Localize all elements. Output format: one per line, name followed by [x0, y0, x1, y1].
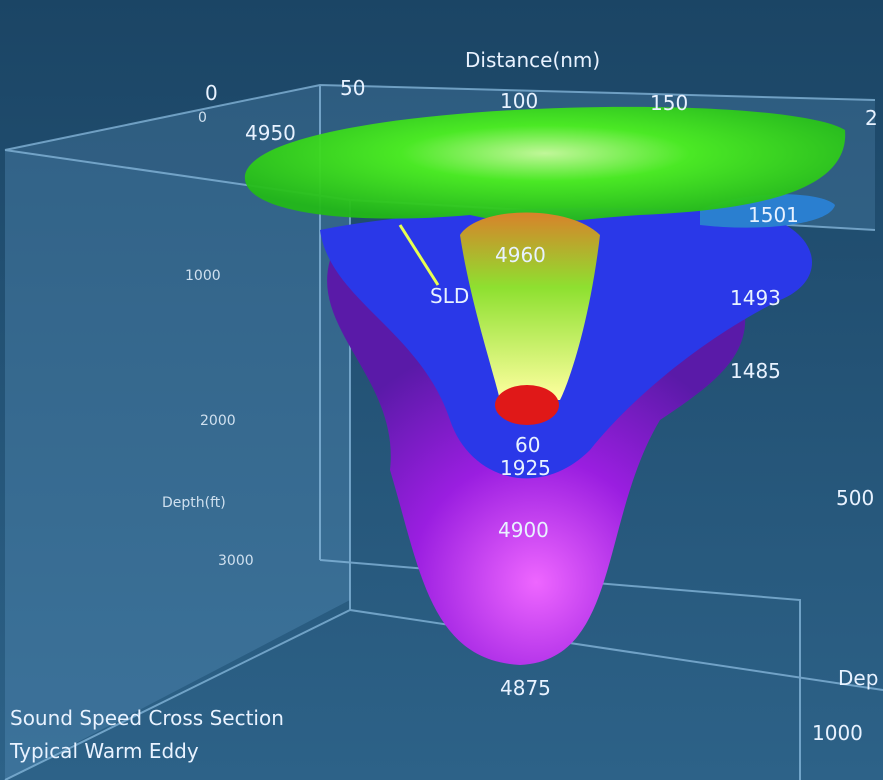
- axis-title: Distance(nm): [465, 48, 600, 72]
- y-tick: 2000: [200, 413, 236, 429]
- contour-label: 1925: [500, 456, 551, 480]
- axis-title: Depth(ft): [162, 495, 226, 511]
- contour-label: SLD: [430, 284, 469, 308]
- contour-label: 1493: [730, 286, 781, 310]
- x-tick: 0: [205, 81, 218, 105]
- box-edges: [4, 83, 883, 780]
- contour-label: 1485: [730, 359, 781, 383]
- green-layer: [244, 106, 846, 223]
- cone: [460, 212, 600, 400]
- contour-label: 60: [515, 433, 540, 457]
- contour-label: 4875: [500, 676, 551, 700]
- y-tick: 500: [836, 486, 874, 510]
- contour-label: 1501: [748, 203, 799, 227]
- core: [495, 385, 559, 425]
- y-tick: 3000: [218, 553, 254, 569]
- contour-label: 4960: [495, 243, 546, 267]
- x-tick: 150: [650, 91, 688, 115]
- y-tick: 1000: [812, 721, 863, 745]
- x-tick: 2: [865, 106, 878, 130]
- caption: Sound Speed Cross Section: [10, 706, 284, 730]
- x-tick: 50: [340, 76, 365, 100]
- caption: Typical Warm Eddy: [9, 739, 199, 763]
- contour-label: 4950: [245, 121, 296, 145]
- axis-title: Dep: [838, 666, 878, 690]
- x-tick: 100: [500, 89, 538, 113]
- contour-label: 4900: [498, 518, 549, 542]
- y-tick: 1000: [185, 268, 221, 284]
- sld-pointer: [398, 224, 440, 286]
- box-left-face: [5, 150, 350, 780]
- y-tick: 0: [198, 110, 207, 126]
